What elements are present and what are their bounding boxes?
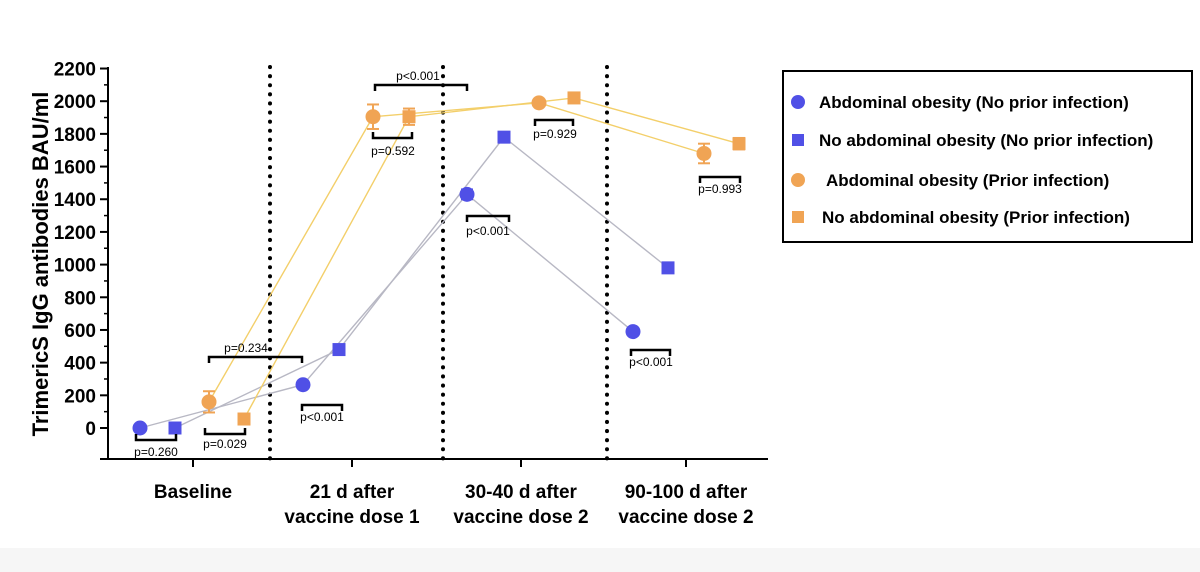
y-tick-label: 2200 (54, 60, 96, 81)
y-tick-label: 1200 (54, 223, 96, 244)
data-point (732, 137, 746, 151)
x-tick-label: Baseline (154, 482, 232, 503)
legend-marker (791, 95, 805, 109)
series-line (174, 136, 669, 429)
data-point (295, 377, 311, 393)
p-value-label: p=0.029 (203, 437, 247, 451)
p-value-label: p<0.001 (396, 69, 440, 83)
y-tick-label: 2000 (54, 92, 96, 113)
axes: 0 200 400 600 800 1000 1200 1400 1600 1800 2000 220… (28, 60, 768, 528)
y-tick-label: 800 (64, 288, 96, 309)
significance-bracket (371, 132, 414, 140)
legend-box (782, 70, 1193, 243)
significance-bracket (373, 83, 469, 91)
y-axis-label: TrimericS IgG antibodies BAU/ml (28, 92, 53, 437)
y-tick-label: 1600 (54, 158, 96, 179)
significance-bracket (698, 175, 742, 183)
p-value-label: p=0.260 (134, 445, 178, 459)
data-point (625, 324, 641, 340)
legend: Abdominal obesity (No prior infection) No… (782, 70, 1193, 243)
significance-bracket (134, 434, 178, 442)
significance-annotations: p=0.260 p=0.029 p=0.234 p<0.001 p=0.592 p<0.0… (134, 69, 742, 459)
series-line (243, 97, 740, 420)
p-value-label: p<0.001 (629, 355, 673, 369)
significance-bracket (465, 214, 511, 222)
x-tick-label: vaccine dose 2 (618, 507, 753, 528)
p-value-label: p=0.993 (698, 182, 742, 196)
legend-marker (791, 173, 805, 187)
data-point (497, 130, 511, 144)
legend-marker (792, 134, 804, 146)
legend-marker (792, 211, 804, 223)
legend-label: Abdominal obesity (Prior infection) (826, 171, 1109, 190)
x-tick-label: vaccine dose 1 (284, 507, 420, 528)
legend-label: Abdominal obesity (No prior infection) (819, 93, 1129, 112)
x-tick-label: 30-40 d after (465, 482, 578, 503)
y-tick-label: 0 (85, 419, 96, 440)
data-point (696, 145, 712, 161)
y-tick-label: 1800 (54, 125, 96, 146)
significance-bracket (629, 348, 672, 356)
period-dividers (268, 65, 609, 462)
y-tick-label: 200 (64, 386, 96, 407)
series-line (208, 102, 705, 403)
p-value-label: p=0.929 (533, 127, 577, 141)
x-tick-label: 21 d after (310, 482, 395, 503)
data-point (332, 343, 346, 357)
data-point (459, 186, 475, 202)
y-tick-label: 1000 (54, 256, 96, 277)
x-tick-label: vaccine dose 2 (453, 507, 588, 528)
data-point (132, 420, 148, 436)
data-point (402, 110, 416, 124)
p-value-label: p=0.234 (224, 341, 268, 355)
significance-bracket (203, 428, 247, 436)
p-value-label: p=0.592 (371, 144, 415, 158)
data-point (201, 394, 217, 410)
y-tick-label: 1400 (54, 190, 96, 211)
data-points (132, 91, 746, 436)
legend-label: No abdominal obesity (No prior infection… (819, 131, 1153, 150)
data-point (365, 109, 381, 125)
data-point (531, 95, 547, 111)
p-value-label: p<0.001 (300, 410, 344, 424)
data-point (567, 91, 581, 105)
significance-bracket (300, 403, 344, 411)
data-point (168, 421, 182, 435)
series-lines (139, 97, 740, 429)
y-tick-label: 600 (64, 321, 96, 342)
legend-label: No abdominal obesity (Prior infection) (822, 208, 1130, 227)
footer-band (0, 548, 1200, 572)
significance-bracket (533, 118, 575, 126)
data-point (237, 412, 251, 426)
y-tick-label: 400 (64, 354, 96, 375)
p-value-label: p<0.001 (466, 224, 510, 238)
x-tick-label: 90-100 d after (625, 482, 748, 503)
data-point (661, 261, 675, 275)
significance-bracket (207, 355, 304, 363)
